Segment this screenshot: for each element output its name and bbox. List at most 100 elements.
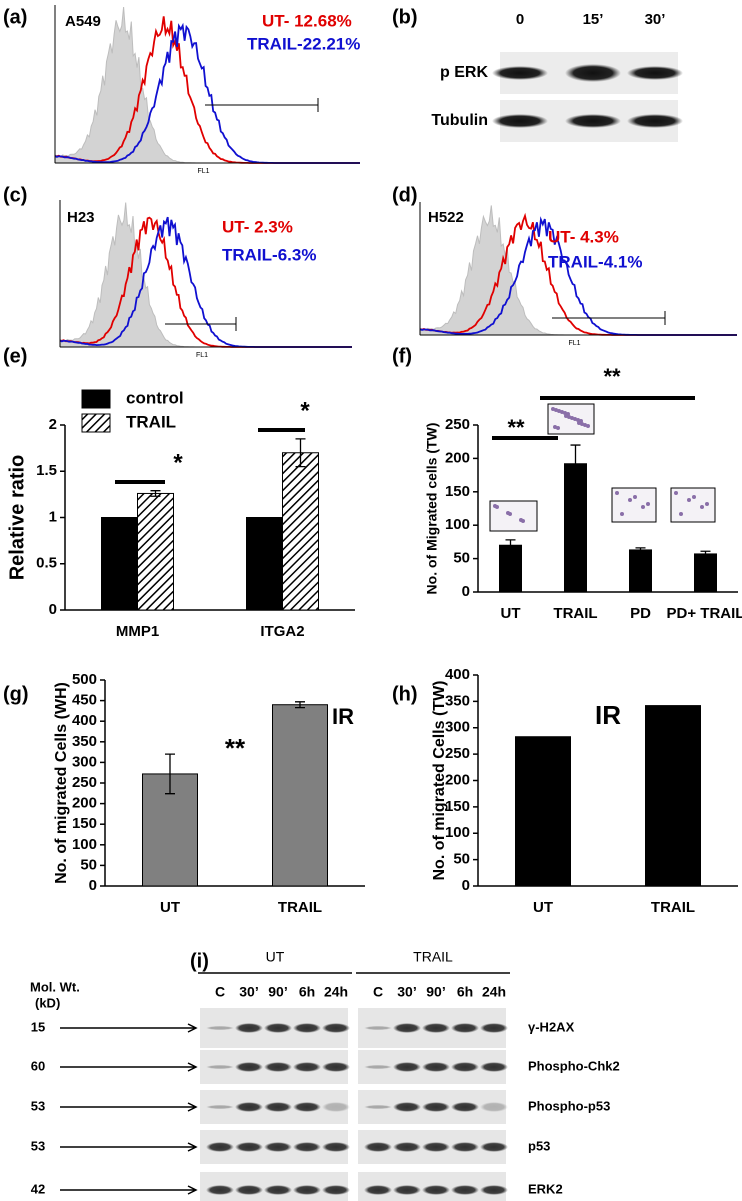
band bbox=[206, 1142, 234, 1152]
band bbox=[480, 1142, 508, 1152]
y-tick-label: 350 bbox=[445, 692, 470, 709]
error-bar bbox=[150, 490, 161, 497]
cell bbox=[679, 512, 683, 516]
y-axis-label: No. of Migrated cells (TW) bbox=[424, 423, 440, 595]
band bbox=[422, 1142, 450, 1152]
bar bbox=[137, 492, 174, 611]
ut-label: UT- 12.68% bbox=[262, 11, 352, 30]
band bbox=[393, 1142, 421, 1152]
lane-label: 30’ bbox=[645, 11, 666, 28]
band bbox=[293, 1062, 321, 1072]
cell bbox=[615, 491, 619, 495]
band bbox=[206, 1065, 234, 1069]
annotation: ** bbox=[225, 733, 246, 763]
y-tick-label: 0.5 bbox=[36, 555, 57, 572]
mol-weight: 53 bbox=[31, 1098, 45, 1113]
cell bbox=[556, 426, 560, 430]
band bbox=[422, 1102, 450, 1112]
group-label: TRAIL bbox=[413, 949, 453, 965]
band bbox=[627, 66, 683, 80]
error-bar bbox=[295, 701, 305, 709]
cell bbox=[674, 491, 678, 495]
sample-label: H23 bbox=[67, 209, 95, 226]
y-tick-label: 0 bbox=[462, 583, 470, 600]
annotation: IR bbox=[595, 700, 621, 730]
y-tick-label: 200 bbox=[445, 449, 470, 466]
y-tick-label: 400 bbox=[72, 712, 97, 729]
legend-swatch bbox=[81, 413, 111, 433]
band bbox=[565, 64, 621, 82]
x-tick-label: PD+ TRAIL bbox=[667, 605, 742, 622]
trail-label: TRAIL-22.21% bbox=[247, 34, 360, 53]
trail-label: TRAIL-4.1% bbox=[548, 252, 642, 271]
lane-label: 6h bbox=[457, 984, 473, 1000]
y-tick-label: 350 bbox=[72, 733, 97, 750]
x-tick-label: UT bbox=[160, 899, 180, 916]
y-tick-label: 400 bbox=[445, 666, 470, 683]
error-bar bbox=[505, 539, 516, 552]
y-tick-label: 300 bbox=[72, 753, 97, 770]
sample-label: A549 bbox=[65, 13, 101, 30]
panel-label: (c) bbox=[3, 184, 27, 206]
lane-label: 24h bbox=[324, 984, 348, 1000]
cell bbox=[687, 498, 691, 502]
error-bar bbox=[295, 438, 306, 468]
mol-wt-label: (kD) bbox=[35, 995, 60, 1010]
cell bbox=[628, 498, 632, 502]
y-tick-label: 150 bbox=[445, 483, 470, 500]
y-tick-label: 50 bbox=[453, 851, 470, 868]
annotation: ** bbox=[507, 415, 525, 440]
y-tick-label: 150 bbox=[445, 798, 470, 815]
y-tick-label: 2 bbox=[49, 416, 57, 433]
row-label: p ERK bbox=[440, 64, 488, 81]
y-tick-label: 200 bbox=[72, 795, 97, 812]
band bbox=[322, 1023, 350, 1033]
bar bbox=[499, 544, 522, 593]
y-tick-label: 200 bbox=[445, 771, 470, 788]
cell bbox=[579, 419, 583, 423]
band bbox=[480, 1102, 508, 1112]
legend-label: TRAIL bbox=[126, 412, 176, 431]
band bbox=[480, 1185, 508, 1195]
mol-weight: 60 bbox=[31, 1058, 45, 1073]
band bbox=[264, 1023, 292, 1033]
band bbox=[393, 1102, 421, 1112]
y-axis-label: Relative ratio bbox=[6, 455, 28, 581]
legend-label: control bbox=[126, 388, 184, 407]
band bbox=[565, 114, 621, 128]
band bbox=[451, 1185, 479, 1195]
band bbox=[451, 1142, 479, 1152]
band bbox=[627, 114, 683, 128]
isotype-histogram bbox=[54, 7, 360, 164]
protein-label: γ-H2AX bbox=[528, 1019, 575, 1034]
band bbox=[364, 1065, 392, 1069]
cell bbox=[508, 512, 512, 516]
panel-label: (g) bbox=[3, 683, 29, 705]
panel-label: (a) bbox=[3, 6, 27, 28]
panel-label: (b) bbox=[392, 6, 418, 28]
mol-weight: 42 bbox=[31, 1181, 45, 1196]
cell bbox=[495, 505, 499, 509]
y-tick-label: 300 bbox=[445, 719, 470, 736]
y-tick-label: 100 bbox=[445, 516, 470, 533]
y-tick-label: 100 bbox=[72, 836, 97, 853]
lane-label: 15’ bbox=[583, 11, 604, 28]
row-label: Tubulin bbox=[431, 112, 488, 129]
x-tick-label: PD bbox=[630, 605, 651, 622]
band bbox=[206, 1026, 234, 1030]
band bbox=[451, 1023, 479, 1033]
bar bbox=[246, 517, 283, 611]
y-tick-label: 450 bbox=[72, 692, 97, 709]
band bbox=[293, 1102, 321, 1112]
mol-weight: 53 bbox=[31, 1138, 45, 1153]
y-tick-label: 0 bbox=[462, 877, 470, 894]
x-tick-label: TRAIL bbox=[651, 899, 695, 916]
lane-label: C bbox=[373, 984, 383, 1000]
band bbox=[364, 1105, 392, 1109]
protein-label: Phospho-Chk2 bbox=[528, 1058, 620, 1073]
y-tick-label: 150 bbox=[72, 815, 97, 832]
y-tick-label: 50 bbox=[80, 856, 97, 873]
band bbox=[364, 1026, 392, 1030]
bar bbox=[629, 549, 652, 593]
lane-label: 30’ bbox=[239, 984, 258, 1000]
